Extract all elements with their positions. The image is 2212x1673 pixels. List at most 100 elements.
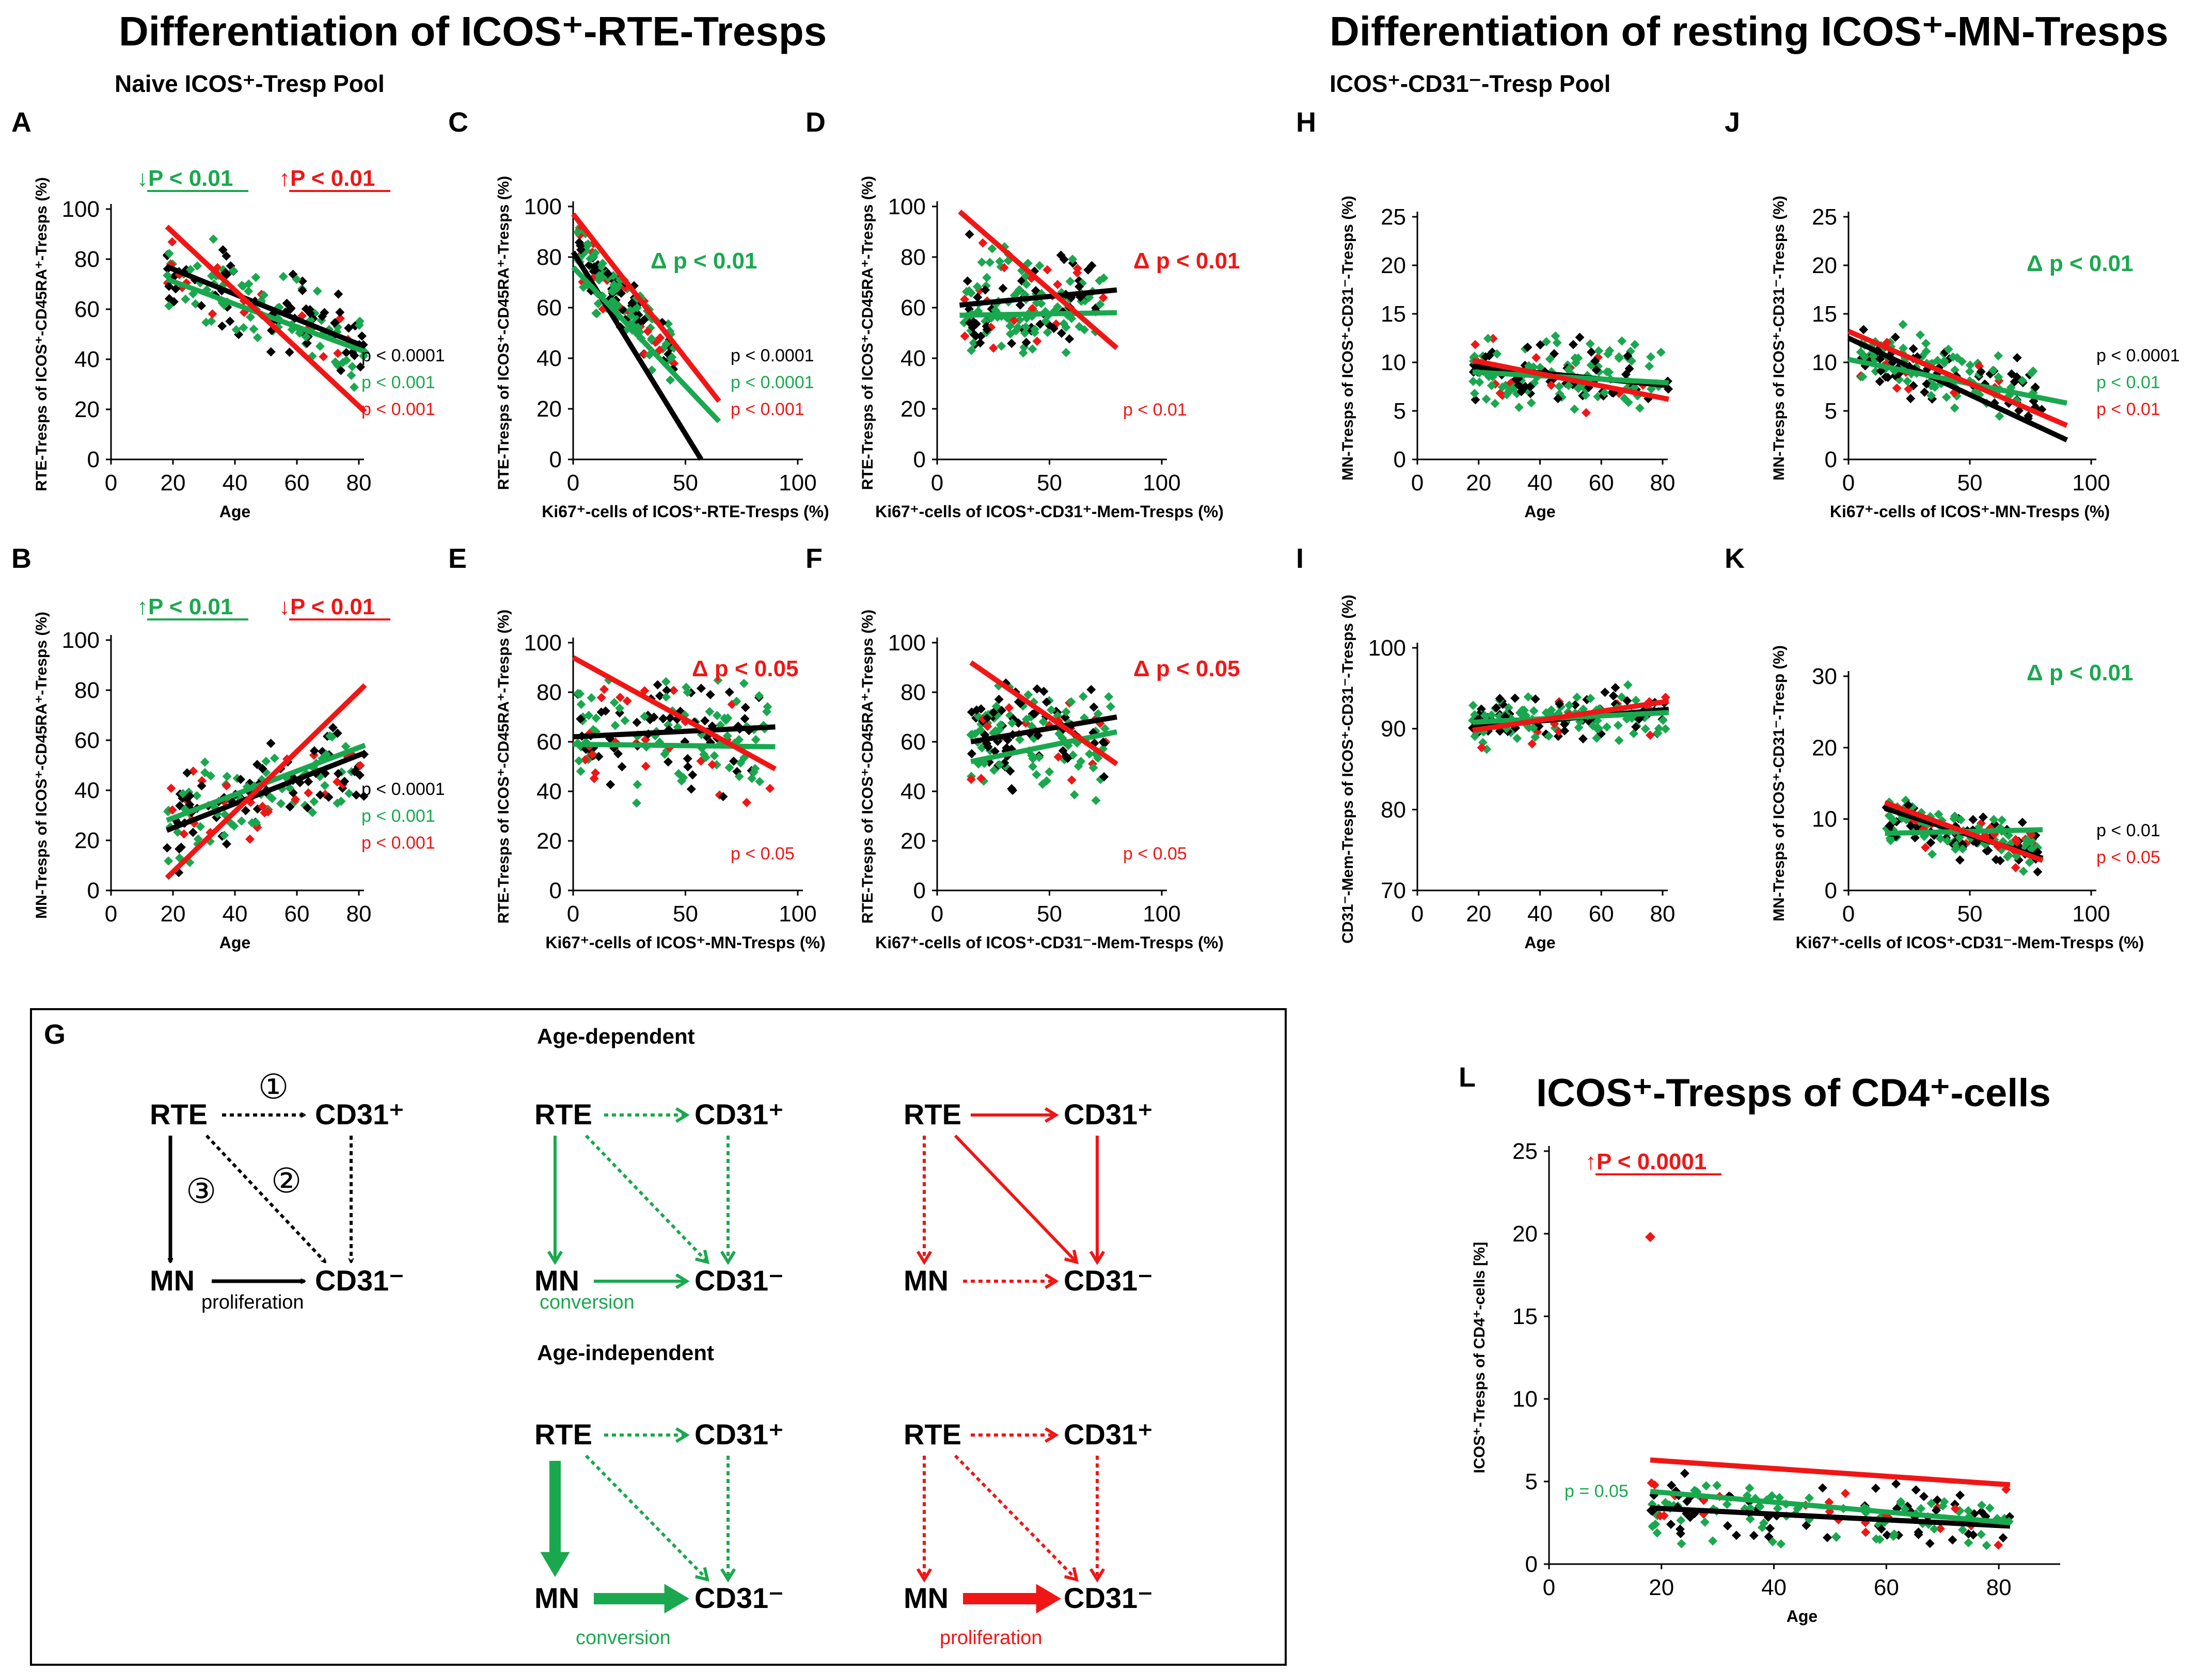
scatter-point — [1890, 332, 1900, 342]
x-tick-label: 60 — [1589, 470, 1614, 496]
node-rte: RTE — [904, 1098, 961, 1130]
scatter-point — [971, 319, 981, 329]
arrow-head — [675, 1273, 690, 1289]
scatter-point — [1477, 743, 1487, 753]
scatter-point — [1073, 761, 1083, 771]
scatter-point — [661, 692, 671, 702]
y-tick-label: 60 — [900, 295, 926, 321]
scatter-point — [1565, 700, 1574, 710]
scatter-point — [1005, 321, 1015, 331]
scatter-point — [324, 792, 334, 802]
scatter-point — [994, 760, 1004, 770]
diagram-age-independent-green: RTE CD31⁺ MN CD31⁻ conversion — [534, 1418, 784, 1649]
scatter-point — [1468, 376, 1478, 386]
scatter-point — [1492, 703, 1502, 713]
scatter-point — [266, 347, 276, 357]
regression-line-red — [572, 655, 777, 772]
regression-line-black — [166, 264, 366, 349]
scatter-point — [231, 325, 241, 334]
scatter-point — [676, 776, 686, 786]
scatter-point — [1570, 700, 1580, 710]
scatter-point — [1955, 1490, 1965, 1500]
scatter-point — [1529, 706, 1539, 716]
regression-line-black — [1847, 336, 2068, 442]
panel-letter: L — [1459, 1062, 1476, 1093]
scatter-point — [1773, 1504, 1782, 1513]
scatter-point — [1065, 334, 1075, 344]
scatter-point — [193, 261, 202, 271]
scatter-point — [1007, 784, 1017, 793]
scatter-point — [1653, 728, 1663, 738]
scatter-point — [359, 791, 369, 801]
scatter-point — [222, 772, 232, 782]
y-tick-label: 10 — [1812, 350, 1837, 375]
y-tick-label: 25 — [1381, 204, 1406, 230]
scatter-point — [751, 735, 761, 744]
significance-label: ↑P < 0.01 — [279, 166, 375, 191]
scatter-point — [1014, 718, 1023, 728]
scatter-point — [1861, 1527, 1871, 1537]
scatter-point — [1014, 285, 1024, 295]
x-tick-label: 80 — [1650, 470, 1676, 496]
scatter-point — [686, 784, 696, 794]
scatter-point — [196, 822, 206, 832]
x-tick-label: 40 — [1527, 470, 1553, 496]
scatter-point — [977, 743, 987, 753]
panel-letter: A — [11, 107, 31, 138]
scatter-point — [666, 375, 675, 385]
scatter-point — [1045, 767, 1054, 777]
scatter-point — [1531, 353, 1541, 362]
scatter-point — [1083, 265, 1093, 275]
scatter-point — [599, 684, 609, 694]
y-tick-label: 100 — [524, 630, 562, 656]
significance-label: Δ p < 0.05 — [1133, 656, 1240, 681]
node-rte: RTE — [904, 1418, 961, 1451]
x-axis-label: Age — [1787, 1607, 1818, 1626]
y-axis-label: ICOS⁺-Tresps of CD4⁺-cells [%] — [1471, 1242, 1488, 1473]
arrow-head — [675, 1427, 690, 1443]
scatter-point — [1559, 720, 1569, 729]
scatter-point — [1915, 330, 1925, 340]
scatter-point — [640, 711, 650, 721]
scatter-point-outlier — [1645, 1232, 1655, 1242]
scatter-point — [1998, 1533, 2008, 1543]
scatter-point — [1994, 1540, 2003, 1550]
scatter-point — [981, 285, 990, 295]
scatter-point — [643, 326, 653, 336]
scatter-point — [222, 781, 231, 791]
scatter-point — [1757, 1523, 1767, 1533]
y-tick-label: 40 — [74, 778, 100, 803]
scatter-point — [1015, 735, 1024, 744]
node-rte: RTE — [150, 1098, 208, 1130]
scatter-point — [258, 764, 267, 774]
scatter-point — [2033, 867, 2043, 877]
scatter-point — [763, 702, 772, 712]
scatter-point — [1554, 727, 1564, 737]
scatter-point — [1483, 333, 1493, 343]
arrow-head — [547, 1250, 563, 1265]
scatter-point — [1487, 380, 1496, 390]
y-axis-label: RTE-Tresps of ICOS⁺-CD45RA⁺-Tresps (%) — [859, 610, 876, 923]
scatter-point — [661, 339, 671, 349]
scatter-point — [1056, 250, 1066, 260]
scatter-point — [312, 286, 322, 296]
scatter-point — [622, 696, 632, 706]
scatter-point — [976, 331, 986, 341]
scatter-point — [1020, 328, 1030, 338]
regression-line-red — [1847, 329, 2068, 428]
y-tick-label: 0 — [87, 447, 100, 472]
scatter-point — [661, 677, 671, 687]
y-tick-label: 15 — [1812, 301, 1837, 327]
scatter-point — [1667, 1480, 1677, 1490]
scatter-point — [1067, 775, 1077, 785]
scatter-point — [1995, 411, 2004, 421]
scatter-point — [1536, 340, 1545, 350]
scatter-point — [270, 753, 279, 763]
scatter-point — [1860, 352, 1870, 362]
scatter-point — [977, 257, 987, 267]
y-tick-label: 70 — [1381, 878, 1406, 903]
scatter-point — [1682, 1496, 1692, 1506]
node-mn: MN — [534, 1582, 579, 1614]
x-axis-label: Age — [1524, 933, 1555, 952]
p-value-label: p < 0.01 — [2096, 400, 2160, 419]
